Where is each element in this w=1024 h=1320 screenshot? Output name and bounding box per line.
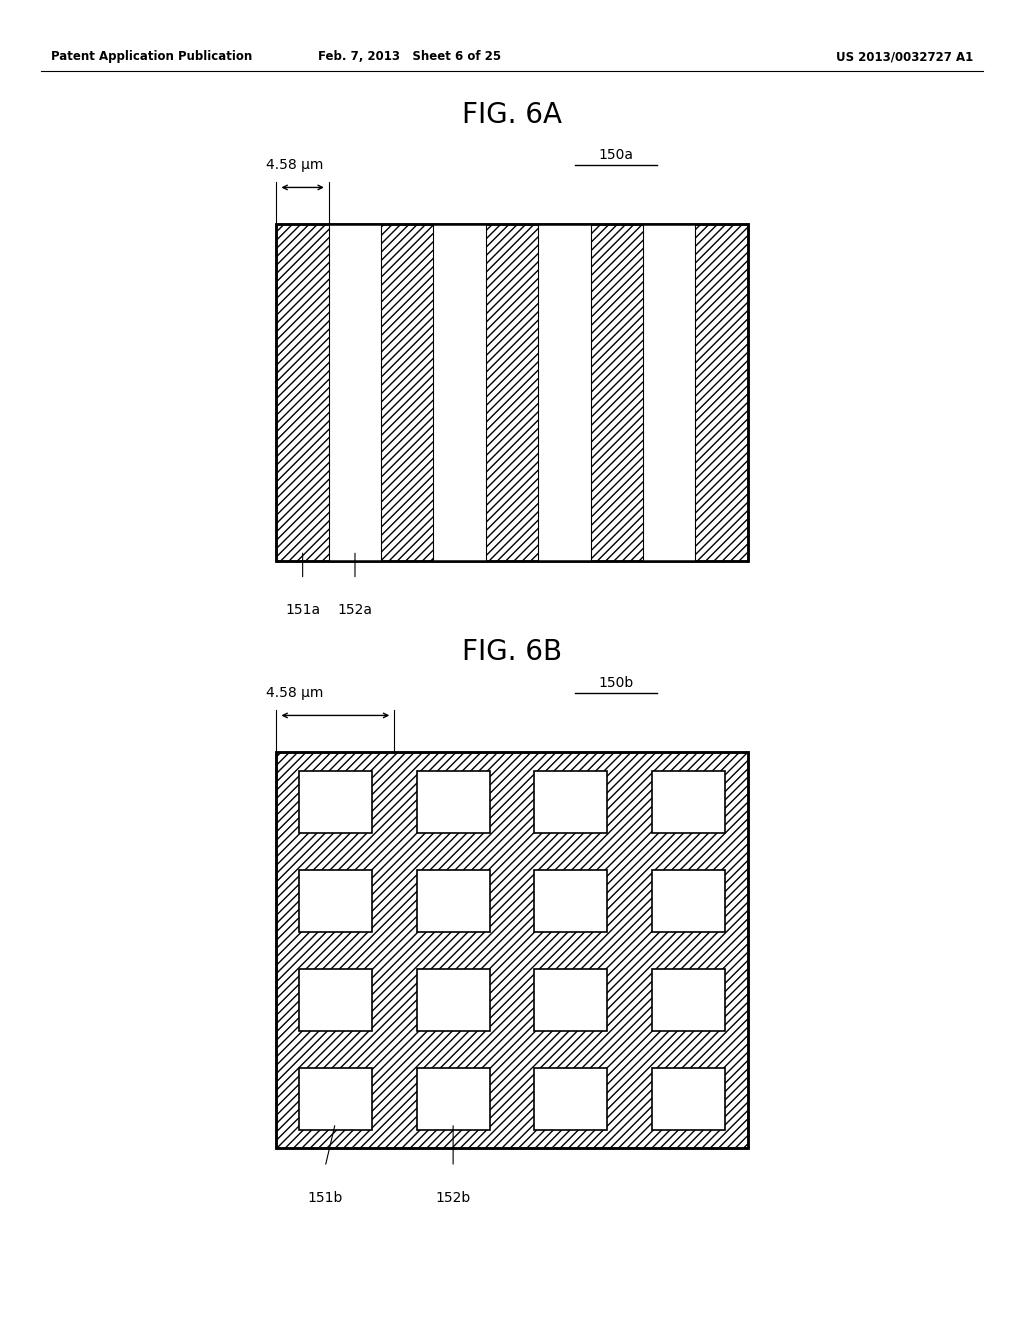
Text: 151a: 151a <box>285 603 321 618</box>
Text: 152a: 152a <box>338 603 373 618</box>
Bar <box>652 771 725 833</box>
Text: 150b: 150b <box>598 676 633 690</box>
Bar <box>276 752 748 1148</box>
Bar <box>299 771 372 833</box>
Bar <box>417 969 489 1031</box>
Bar <box>417 870 489 932</box>
Text: 4.58 μm: 4.58 μm <box>266 157 324 172</box>
Text: 150a: 150a <box>598 148 633 162</box>
Text: Feb. 7, 2013   Sheet 6 of 25: Feb. 7, 2013 Sheet 6 of 25 <box>318 50 501 63</box>
Bar <box>299 870 372 932</box>
Text: Patent Application Publication: Patent Application Publication <box>51 50 253 63</box>
Bar <box>652 1068 725 1130</box>
Bar <box>276 224 748 561</box>
Bar <box>299 1068 372 1130</box>
Text: 152b: 152b <box>435 1191 471 1205</box>
Bar <box>299 969 372 1031</box>
Bar <box>276 224 748 561</box>
Text: US 2013/0032727 A1: US 2013/0032727 A1 <box>836 50 973 63</box>
Bar <box>433 224 485 561</box>
Text: FIG. 6A: FIG. 6A <box>462 100 562 129</box>
Bar <box>276 752 748 1148</box>
Bar <box>417 1068 489 1130</box>
Bar <box>535 1068 607 1130</box>
Text: 4.58 μm: 4.58 μm <box>266 685 324 700</box>
Text: FIG. 6B: FIG. 6B <box>462 638 562 667</box>
Bar <box>652 969 725 1031</box>
Bar <box>535 969 607 1031</box>
Bar <box>417 771 489 833</box>
Bar <box>535 870 607 932</box>
Bar <box>652 870 725 932</box>
Bar <box>535 771 607 833</box>
Bar <box>329 224 381 561</box>
Text: 151b: 151b <box>307 1191 343 1205</box>
Bar <box>643 224 695 561</box>
Bar <box>539 224 591 561</box>
